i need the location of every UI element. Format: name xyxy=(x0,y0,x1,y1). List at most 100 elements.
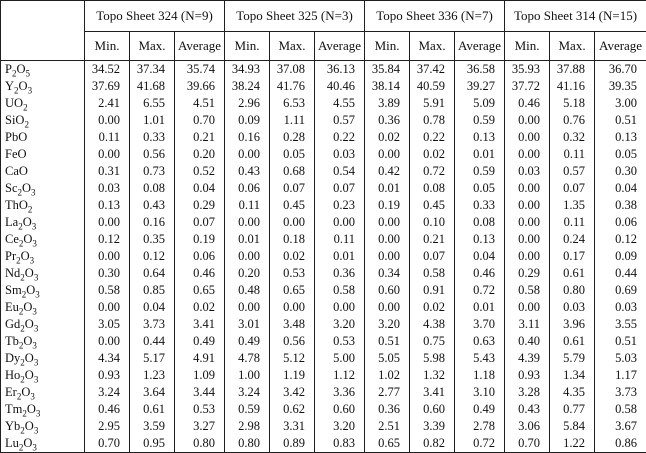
cell-value: 0.48 xyxy=(225,282,270,299)
stat-header-min: Min. xyxy=(365,32,410,61)
cell-value: 5.03 xyxy=(595,350,646,367)
cell-value: 0.36 xyxy=(315,265,365,282)
cell-value: 1.09 xyxy=(175,367,225,384)
cell-value: 0.51 xyxy=(595,333,646,350)
cell-value: 0.00 xyxy=(225,299,270,316)
cell-value: 0.00 xyxy=(85,248,130,265)
cell-value: 3.36 xyxy=(315,384,365,401)
cell-value: 1.00 xyxy=(225,367,270,384)
row-label-oxide: Nd2O3 xyxy=(1,265,85,282)
cell-value: 0.46 xyxy=(505,95,550,112)
cell-value: 0.13 xyxy=(455,231,505,248)
cell-value: 0.00 xyxy=(315,214,365,231)
cell-value: 0.19 xyxy=(175,231,225,248)
cell-value: 34.52 xyxy=(85,61,130,79)
cell-value: 0.06 xyxy=(595,214,646,231)
cell-value: 5.09 xyxy=(455,95,505,112)
cell-value: 1.32 xyxy=(410,367,455,384)
cell-value: 0.09 xyxy=(225,112,270,129)
cell-value: 4.91 xyxy=(175,350,225,367)
cell-value: 0.11 xyxy=(550,146,595,163)
cell-value: 0.51 xyxy=(595,112,646,129)
cell-value: 0.49 xyxy=(175,333,225,350)
cell-value: 0.07 xyxy=(410,248,455,265)
cell-value: 1.34 xyxy=(550,367,595,384)
stat-header-average: Average xyxy=(455,32,505,61)
cell-value: 4.51 xyxy=(175,95,225,112)
stat-header-max: Max. xyxy=(270,32,315,61)
cell-value: 5.98 xyxy=(410,350,455,367)
cell-value: 0.06 xyxy=(225,180,270,197)
cell-value: 3.01 xyxy=(225,316,270,333)
cell-value: 0.13 xyxy=(455,129,505,146)
cell-value: 0.02 xyxy=(175,299,225,316)
cell-value: 0.61 xyxy=(550,265,595,282)
cell-value: 0.03 xyxy=(595,299,646,316)
cell-value: 0.00 xyxy=(270,214,315,231)
cell-value: 3.20 xyxy=(315,316,365,333)
cell-value: 0.57 xyxy=(550,163,595,180)
cell-value: 0.00 xyxy=(225,214,270,231)
cell-value: 0.05 xyxy=(270,146,315,163)
group-header-topo-325: Topo Sheet 325 (N=3) xyxy=(225,1,365,32)
cell-value: 0.01 xyxy=(455,299,505,316)
cell-value: 3.20 xyxy=(365,316,410,333)
cell-value: 0.11 xyxy=(225,197,270,214)
cell-value: 1.22 xyxy=(550,435,595,453)
cell-value: 0.13 xyxy=(595,129,646,146)
cell-value: 2.41 xyxy=(85,95,130,112)
cell-value: 0.60 xyxy=(315,401,365,418)
cell-value: 0.06 xyxy=(175,248,225,265)
cell-value: 5.18 xyxy=(550,95,595,112)
row-label-oxide: Dy2O3 xyxy=(1,350,85,367)
cell-value: 3.41 xyxy=(175,316,225,333)
stat-header-row: Min. Max. Average Min. Max. Average Min.… xyxy=(1,32,646,61)
cell-value: 0.58 xyxy=(410,265,455,282)
cell-value: 0.58 xyxy=(595,401,646,418)
cell-value: 0.02 xyxy=(410,299,455,316)
group-header-topo-314: Topo Sheet 314 (N=15) xyxy=(505,1,646,32)
cell-value: 5.43 xyxy=(455,350,505,367)
cell-value: 0.40 xyxy=(505,333,550,350)
cell-value: 0.82 xyxy=(410,435,455,453)
cell-value: 0.12 xyxy=(130,248,175,265)
cell-value: 0.23 xyxy=(315,197,365,214)
cell-value: 35.93 xyxy=(505,61,550,79)
cell-value: 0.29 xyxy=(175,197,225,214)
cell-value: 3.73 xyxy=(130,316,175,333)
cell-value: 0.07 xyxy=(315,180,365,197)
cell-value: 0.01 xyxy=(225,231,270,248)
cell-value: 35.74 xyxy=(175,61,225,79)
cell-value: 0.58 xyxy=(85,282,130,299)
cell-value: 0.59 xyxy=(455,112,505,129)
cell-value: 0.04 xyxy=(455,248,505,265)
cell-value: 0.58 xyxy=(505,282,550,299)
stat-header-average: Average xyxy=(595,32,646,61)
cell-value: 0.00 xyxy=(85,112,130,129)
cell-value: 0.09 xyxy=(595,248,646,265)
cell-value: 1.17 xyxy=(595,367,646,384)
row-label-oxide: Lu2O3 xyxy=(1,435,85,453)
cell-value: 0.00 xyxy=(365,146,410,163)
cell-value: 0.53 xyxy=(175,401,225,418)
cell-value: 0.07 xyxy=(175,214,225,231)
cell-value: 0.65 xyxy=(270,282,315,299)
cell-value: 0.70 xyxy=(175,112,225,129)
cell-value: 40.59 xyxy=(410,78,455,95)
cell-value: 1.18 xyxy=(455,367,505,384)
group-header-row: Topo Sheet 324 (N=9) Topo Sheet 325 (N=3… xyxy=(1,1,646,32)
cell-value: 0.36 xyxy=(365,401,410,418)
cell-value: 0.53 xyxy=(270,265,315,282)
cell-value: 0.60 xyxy=(410,401,455,418)
cell-value: 0.83 xyxy=(315,435,365,453)
cell-value: 0.00 xyxy=(315,299,365,316)
cell-value: 0.93 xyxy=(505,367,550,384)
